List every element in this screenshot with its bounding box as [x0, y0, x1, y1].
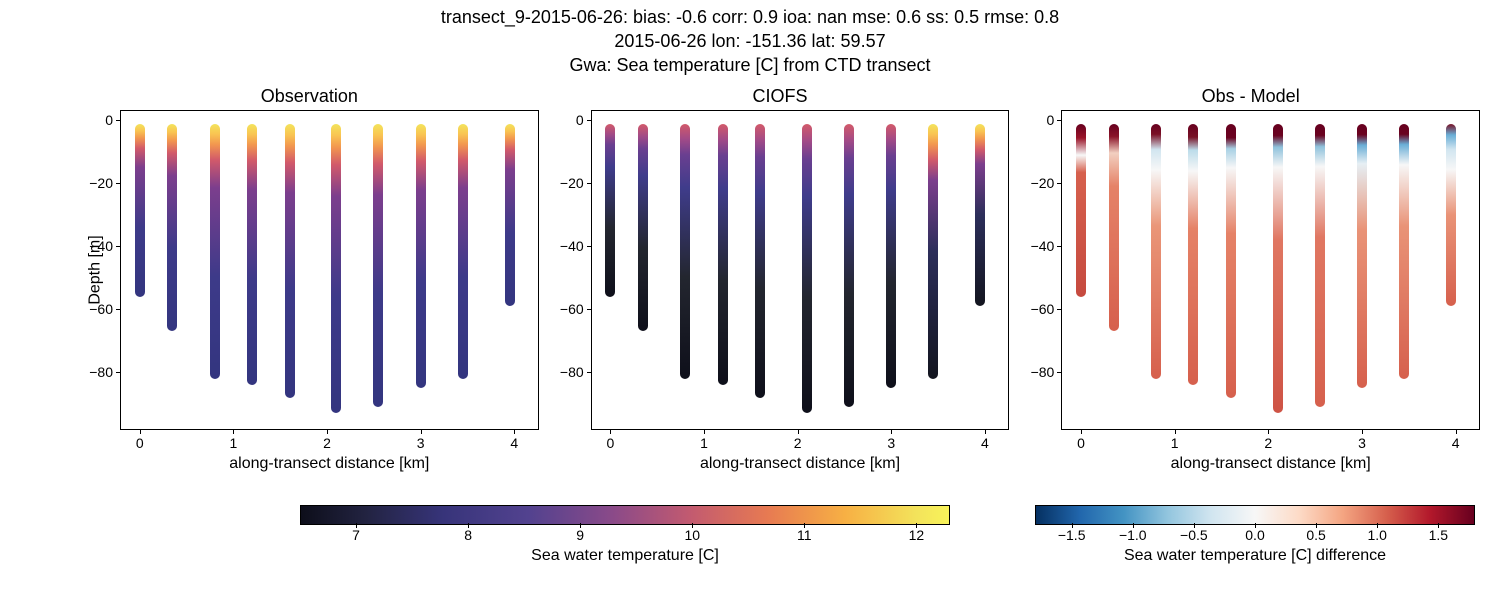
- profile: [975, 124, 985, 307]
- profile: [331, 124, 341, 414]
- axes: along-transect distance [km]012340−20−40…: [1061, 110, 1480, 430]
- profile: [210, 124, 220, 379]
- y-tick: −60: [1031, 301, 1055, 317]
- x-tick: 4: [981, 435, 989, 451]
- panel-title: CIOFS: [551, 86, 1010, 107]
- y-tick: −40: [560, 238, 584, 254]
- profile: [247, 124, 257, 385]
- profile: [1446, 124, 1456, 307]
- x-axis-label: along-transect distance [km]: [592, 455, 1009, 473]
- x-tick: 1: [700, 435, 708, 451]
- colorbar-tick: 12: [909, 527, 925, 543]
- colorbar-tick: 0.5: [1306, 527, 1325, 543]
- y-tick: −20: [1031, 175, 1055, 191]
- profile: [1151, 124, 1161, 379]
- y-tick: −40: [1031, 238, 1055, 254]
- figure: transect_9-2015-06-26: bias: -0.6 corr: …: [0, 0, 1500, 600]
- colorbar-tick: −1.0: [1119, 527, 1147, 543]
- colorbar-diff-label: Sea water temperature [C] difference: [1035, 547, 1475, 565]
- y-tick: −80: [89, 364, 113, 380]
- profile: [1357, 124, 1367, 388]
- x-tick: 3: [1358, 435, 1366, 451]
- profile: [1076, 124, 1086, 297]
- profile: [680, 124, 690, 379]
- colorbar-absolute-bar: [300, 505, 950, 525]
- colorbar-tick: 0.0: [1245, 527, 1264, 543]
- colorbar-tick: 9: [576, 527, 584, 543]
- colorbar-tick: 8: [464, 527, 472, 543]
- panel-0: ObservationDepth [m]along-transect dista…: [80, 110, 539, 480]
- profile: [1226, 124, 1236, 398]
- colorbar-absolute: Sea water temperature [C] 7 8 9 10 11 12: [300, 505, 950, 585]
- x-tick: 0: [1077, 435, 1085, 451]
- x-tick: 3: [417, 435, 425, 451]
- colorbar-tick: 7: [352, 527, 360, 543]
- colorbar-diff: Sea water temperature [C] difference −1.…: [1035, 505, 1475, 585]
- profile: [135, 124, 145, 297]
- profile: [416, 124, 426, 388]
- panel-title: Observation: [80, 86, 539, 107]
- x-tick: 2: [794, 435, 802, 451]
- profile: [1109, 124, 1119, 332]
- colorbar-tick: 1.0: [1367, 527, 1386, 543]
- y-tick: −60: [560, 301, 584, 317]
- colorbar-tick: 11: [797, 527, 812, 543]
- panels-row: ObservationDepth [m]along-transect dista…: [80, 110, 1480, 480]
- x-tick: 2: [1264, 435, 1272, 451]
- colorbar-tick: 10: [684, 527, 700, 543]
- x-tick: 1: [229, 435, 237, 451]
- y-tick: −80: [1031, 364, 1055, 380]
- profile: [1188, 124, 1198, 385]
- x-tick: 3: [887, 435, 895, 451]
- profile: [373, 124, 383, 407]
- panel-title: Obs - Model: [1021, 86, 1480, 107]
- colorbar-tick: 1.5: [1429, 527, 1448, 543]
- y-tick: −40: [89, 238, 113, 254]
- y-tick: 0: [576, 112, 584, 128]
- profile: [886, 124, 896, 388]
- profile: [755, 124, 765, 398]
- suptitle-line1: transect_9-2015-06-26: bias: -0.6 corr: …: [0, 6, 1500, 29]
- x-tick: 4: [1452, 435, 1460, 451]
- axes: Depth [m]along-transect distance [km]012…: [120, 110, 539, 430]
- profile: [167, 124, 177, 332]
- profile: [718, 124, 728, 385]
- panel-2: Obs - Modelalong-transect distance [km]0…: [1021, 110, 1480, 480]
- y-tick: −60: [89, 301, 113, 317]
- x-tick: 4: [510, 435, 518, 451]
- profile: [605, 124, 615, 297]
- x-axis-label: along-transect distance [km]: [121, 455, 538, 473]
- suptitle-line2: 2015-06-26 lon: -151.36 lat: 59.57: [0, 30, 1500, 53]
- profile: [458, 124, 468, 379]
- colorbar-tick: −0.5: [1180, 527, 1208, 543]
- profile: [1273, 124, 1283, 414]
- x-tick: 0: [136, 435, 144, 451]
- panel-1: CIOFSalong-transect distance [km]012340−…: [551, 110, 1010, 480]
- profile: [802, 124, 812, 414]
- y-tick: −20: [560, 175, 584, 191]
- y-tick: −20: [89, 175, 113, 191]
- colorbar-diff-bar: [1035, 505, 1475, 525]
- y-tick: −80: [560, 364, 584, 380]
- profile: [1399, 124, 1409, 379]
- profile: [638, 124, 648, 332]
- colorbar-absolute-label: Sea water temperature [C]: [300, 547, 950, 565]
- profile: [928, 124, 938, 379]
- y-tick: 0: [105, 112, 113, 128]
- colorbar-tick: −1.5: [1058, 527, 1086, 543]
- x-tick: 0: [606, 435, 614, 451]
- axes: along-transect distance [km]012340−20−40…: [591, 110, 1010, 430]
- x-tick: 1: [1171, 435, 1179, 451]
- suptitle-line3: Gwa: Sea temperature [C] from CTD transe…: [0, 54, 1500, 77]
- x-axis-label: along-transect distance [km]: [1062, 455, 1479, 473]
- profile: [844, 124, 854, 407]
- profile: [505, 124, 515, 307]
- x-tick: 2: [323, 435, 331, 451]
- y-tick: 0: [1047, 112, 1055, 128]
- profile: [1315, 124, 1325, 407]
- profile: [285, 124, 295, 398]
